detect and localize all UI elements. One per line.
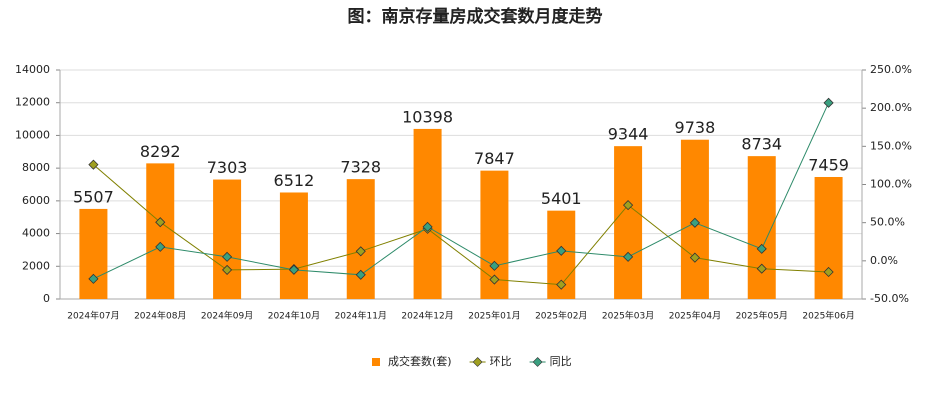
legend-label: 环比 [490,355,512,368]
value-label: 8292 [140,142,181,161]
y-tick-label: 2000 [22,259,50,272]
bar [79,208,108,299]
y-tick-label: 12000 [15,96,50,109]
x-tick-label: 2024年10月 [268,310,320,322]
x-tick-label: 2025年06月 [802,310,854,322]
marker [823,266,834,278]
value-label: 7847 [474,149,515,168]
marker [88,159,99,170]
y-tick-label: 4000 [22,227,50,240]
x-tick-label: 2025年03月 [602,310,654,322]
value-label: 6512 [274,171,315,190]
x-tick-label: 2025年01月 [468,310,520,322]
marker [489,260,500,271]
value-label: 8734 [741,135,782,154]
marker [623,251,634,262]
marker [556,245,567,256]
marker [355,269,366,280]
marker [155,241,166,252]
x-tick-label: 2024年12月 [401,310,453,322]
y-tick-label: 10000 [15,128,50,141]
value-label: 10398 [402,107,453,126]
marker [756,243,767,254]
line [93,164,829,286]
bar [146,163,175,299]
marker [288,264,299,275]
bar [413,128,442,299]
value-label: 5401 [541,189,582,208]
bar [213,179,242,299]
value-label: 9738 [675,118,716,137]
y-tick-label: 6000 [22,194,50,207]
marker [88,273,99,284]
bar [346,179,375,299]
marker [222,251,233,262]
marker [422,221,433,232]
y2-tick-label: 50.0% [870,216,905,229]
y-tick-label: 8000 [22,161,50,174]
bar [814,176,843,299]
value-label: 7303 [207,158,248,177]
y2-tick-label: 0.0% [870,254,898,267]
y2-tick-label: 150.0% [870,139,912,152]
value-label: 5507 [73,187,114,206]
bar [279,192,308,299]
x-tick-label: 2024年08月 [134,310,186,322]
legend-label: 同比 [550,355,572,368]
x-tick-label: 2024年09月 [201,310,253,322]
marker [623,200,634,211]
marker [222,264,233,275]
bar [614,146,643,299]
x-tick-label: 2025年04月 [669,310,721,322]
y-tick-label: 14000 [15,63,50,76]
y2-tick-label: -50.0% [870,292,909,305]
marker [489,274,500,285]
marker [689,252,700,263]
y2-tick-label: 100.0% [870,178,912,191]
marker [556,279,567,290]
y2-tick-label: 250.0% [870,63,912,76]
y-tick-label: 0 [43,292,50,305]
marker [689,217,700,228]
chart-title: 图：南京存量房成交套数月度走势 [348,6,603,27]
x-tick-label: 2025年02月 [535,310,587,322]
marker [155,217,166,228]
value-label: 7459 [808,155,849,174]
line [93,102,830,280]
value-label: 9344 [608,125,649,144]
marker [355,246,366,257]
legend-swatch [532,357,543,367]
legend-swatch [472,357,483,367]
marker [823,97,834,108]
legend-swatch [372,358,380,366]
y2-tick-label: 200.0% [870,101,912,114]
value-label: 7328 [340,158,381,177]
legend-label: 成交套数(套) [388,354,452,368]
x-tick-label: 2024年07月 [67,310,119,322]
x-tick-label: 2024年11月 [335,310,387,322]
marker [756,263,767,274]
x-tick-label: 2025年05月 [736,310,788,322]
